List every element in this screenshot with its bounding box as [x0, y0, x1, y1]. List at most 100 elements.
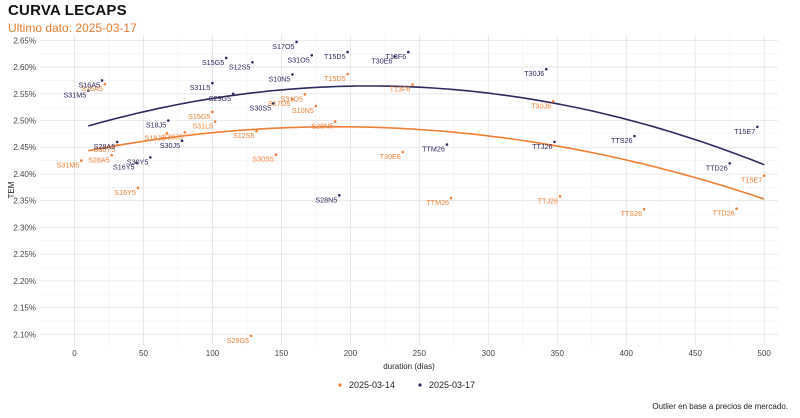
point-T13F6: [407, 50, 410, 54]
point-S18J5: [165, 132, 169, 135]
point-S30Y5: [115, 143, 119, 147]
point-TTM26: [449, 196, 453, 200]
point-label-TTS26: TTS26: [611, 136, 633, 145]
point-S31L5: [213, 120, 217, 123]
point-label-T13F6: T13F6: [386, 52, 407, 61]
point-T13F6: [411, 83, 414, 87]
point-label-S18J5: S18J5: [146, 121, 166, 130]
x-tick-label: 0: [72, 349, 77, 358]
point-S16A5: [100, 79, 104, 82]
x-tick-label: 50: [139, 349, 148, 358]
point-label-S30J5: S30J5: [162, 132, 182, 141]
point-S12S5: [251, 60, 254, 64]
point-label-TTJ26: TTJ26: [532, 142, 552, 151]
y-tick-label: 2.50%: [13, 117, 36, 126]
y-tick-label: 2.15%: [13, 304, 36, 313]
point-S31M5: [86, 89, 90, 92]
x-axis-ticks: 0 50 100 150 200 250 300 350 400 450 500: [72, 349, 771, 358]
point-label-T30E6: T30E6: [380, 152, 401, 161]
y-tick-label: 2.65%: [13, 36, 36, 45]
point-S28N5: [338, 194, 341, 197]
point-label-S15G5: S15G5: [188, 112, 210, 121]
point-label-TTS26: TTS26: [621, 209, 643, 218]
point-S16Y5: [135, 161, 138, 165]
fit-curve-2025-03-14: [88, 125, 765, 200]
point-label-S31O5: S31O5: [287, 55, 309, 64]
point-label-S31O5: S31O5: [280, 94, 302, 103]
point-T15D5: [346, 50, 349, 54]
point-S28A5: [115, 140, 119, 144]
y-tick-label: 2.45%: [13, 143, 36, 152]
point-S30Y5: [149, 156, 152, 159]
point-label-S18J5: S18J5: [145, 133, 165, 142]
point-label-S28A5: S28A5: [94, 142, 116, 151]
point-S17O5: [291, 97, 294, 101]
x-tick-label: 450: [689, 349, 703, 358]
point-labels: S31M5S28A5S30Y5S16A5S16Y5S18J5S30J5S15G5…: [57, 42, 763, 345]
point-label-S10N5: S10N5: [292, 106, 314, 115]
point-T30J6: [551, 99, 555, 103]
point-S29G5: [231, 92, 235, 96]
point-T30J6: [544, 67, 548, 71]
point-label-S31M5: S31M5: [57, 161, 80, 170]
y-tick-label: 2.40%: [13, 170, 36, 179]
y-axis-ticks: 2.10% 2.15% 2.20% 2.25% 2.30% 2.35% 2.40% 2.45%…: [13, 36, 36, 339]
point-label-S31L5: S31L5: [190, 83, 211, 92]
x-tick-label: 350: [551, 349, 565, 358]
point-label-TTD26: TTD26: [713, 209, 735, 218]
y-tick-label: 2.55%: [13, 90, 36, 99]
y-tick-label: 2.20%: [13, 277, 36, 286]
point-label-TTM26: TTM26: [426, 198, 449, 207]
point-label-S12S5: S12S5: [229, 62, 251, 71]
point-T30E6: [401, 150, 405, 154]
point-label-S15G5: S15G5: [202, 58, 224, 67]
plot-panel: [40, 35, 778, 345]
point-label-S30S5: S30S5: [250, 103, 272, 112]
point-label-S16Y5: S16Y5: [113, 163, 135, 172]
point-label-T30J6: T30J6: [524, 69, 544, 78]
fit-curve-2025-03-17: [88, 85, 765, 166]
point-S30S5: [271, 102, 275, 105]
x-tick-label: 250: [413, 349, 427, 358]
point-S31O5: [303, 93, 307, 96]
point-TTS26: [642, 207, 646, 211]
point-TTS26: [633, 134, 636, 138]
point-S30S5: [274, 153, 278, 157]
y-tick-label: 2.30%: [13, 223, 36, 232]
point-label-S28A5: S28A5: [88, 155, 110, 164]
point-S30J5: [180, 139, 184, 143]
point-label-T30J6: T30J6: [531, 101, 551, 110]
x-axis-title: duration (días): [383, 362, 435, 371]
point-label-S31M5: S31M5: [63, 91, 86, 100]
point-label-T15D5: T15D5: [324, 74, 346, 83]
fit-curves: [88, 85, 765, 200]
point-label-S16A5: S16A5: [78, 80, 100, 89]
point-S10N5: [314, 104, 318, 108]
data-points: [80, 40, 766, 338]
chart-title: CURVA LECAPS: [8, 2, 127, 19]
point-label-TTJ26: TTJ26: [538, 196, 558, 205]
point-TTJ26: [553, 140, 556, 144]
x-tick-label: 500: [758, 349, 772, 358]
point-TTD26: [735, 207, 738, 211]
point-label-S28N5: S28N5: [311, 122, 333, 131]
point-label-S30Y5: S30Y5: [127, 157, 149, 166]
point-S16Y5: [136, 186, 140, 190]
gridlines: [40, 35, 778, 345]
x-tick-label: 400: [620, 349, 634, 358]
legend-swatch: [338, 383, 342, 387]
y-tick-label: 2.10%: [13, 330, 36, 339]
point-label-S16A5: S16A5: [81, 84, 103, 93]
point-S15G5: [211, 110, 214, 114]
point-T15D5: [346, 72, 349, 76]
point-S12S5: [255, 129, 258, 133]
y-tick-label: 2.60%: [13, 63, 36, 72]
point-S18J5: [166, 119, 170, 122]
legend-swatch: [418, 383, 422, 387]
point-label-S28N5: S28N5: [315, 195, 337, 204]
point-label-S30S5: S30S5: [252, 155, 274, 164]
point-S16A5: [103, 82, 107, 86]
point-S28A5: [110, 153, 114, 157]
x-tick-label: 300: [482, 349, 496, 358]
